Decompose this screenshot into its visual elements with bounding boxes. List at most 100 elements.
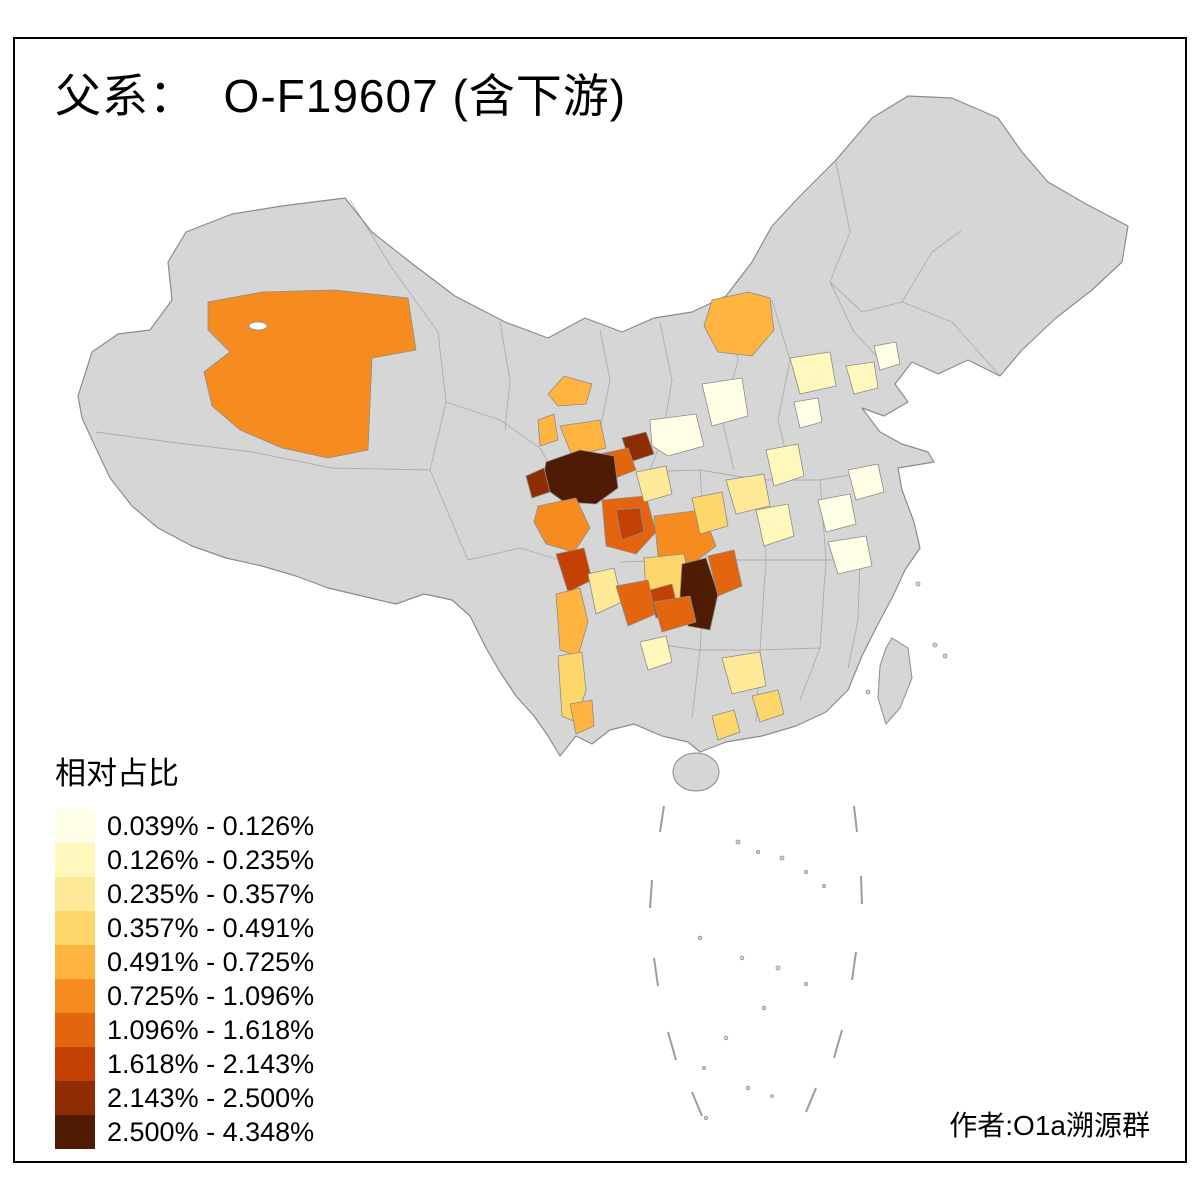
islet bbox=[745, 1085, 751, 1091]
legend-swatch bbox=[55, 911, 95, 945]
legend-swatch bbox=[55, 843, 95, 877]
legend-label: 1.618% - 2.143% bbox=[107, 1048, 315, 1079]
islet bbox=[775, 965, 781, 971]
nine-dash-line bbox=[649, 879, 653, 909]
legend-swatch bbox=[55, 809, 95, 843]
map-region bbox=[569, 699, 595, 735]
legend-item: 0.491% - 0.725% bbox=[55, 945, 314, 979]
legend-swatch bbox=[55, 945, 95, 979]
legend-label: 0.235% - 0.357% bbox=[107, 878, 315, 909]
small-island bbox=[915, 581, 921, 587]
islet bbox=[804, 982, 809, 987]
small-island bbox=[865, 689, 871, 695]
map-title: 父系： O-F19607 (含下游) bbox=[55, 70, 627, 122]
islet bbox=[779, 855, 785, 861]
islet bbox=[756, 850, 761, 855]
legend-item: 0.039% - 0.126% bbox=[55, 809, 314, 843]
map-region bbox=[537, 413, 559, 447]
china-mainland bbox=[77, 95, 1129, 757]
islands bbox=[672, 581, 948, 792]
map-region bbox=[789, 351, 837, 395]
legend-item: 1.096% - 1.618% bbox=[55, 1013, 314, 1047]
legend-item: 2.500% - 4.348% bbox=[55, 1115, 314, 1149]
plot-border bbox=[13, 37, 1187, 1163]
map-region bbox=[525, 467, 551, 499]
legend-swatch bbox=[55, 1081, 95, 1115]
map-region bbox=[703, 291, 775, 357]
nine-dash-line bbox=[659, 805, 665, 833]
nine-dash-line bbox=[853, 805, 858, 833]
islet bbox=[723, 1035, 729, 1041]
map-region bbox=[615, 507, 645, 541]
map-region bbox=[725, 473, 771, 515]
map-region bbox=[817, 493, 857, 533]
legend-label: 0.491% - 0.725% bbox=[107, 946, 315, 977]
legend-label: 0.725% - 1.096% bbox=[107, 980, 315, 1011]
map-region bbox=[635, 465, 673, 503]
legend-label: 0.357% - 0.491% bbox=[107, 912, 315, 943]
hainan-island bbox=[672, 752, 720, 792]
small-island bbox=[942, 653, 948, 659]
map-region bbox=[649, 413, 705, 457]
legend-swatch bbox=[55, 1013, 95, 1047]
legend: 相对占比 0.039% - 0.126% 0.126% - 0.235% 0.2… bbox=[55, 748, 314, 1149]
map-region bbox=[751, 689, 785, 723]
islet bbox=[702, 1066, 707, 1071]
legend-label: 2.500% - 4.348% bbox=[107, 1116, 315, 1147]
map-region bbox=[845, 361, 879, 395]
legend-item: 2.143% - 2.500% bbox=[55, 1081, 314, 1115]
map-region bbox=[711, 709, 741, 741]
islet bbox=[697, 935, 703, 941]
map-region bbox=[691, 491, 729, 535]
islet bbox=[761, 1005, 767, 1011]
nine-dash-line bbox=[805, 1087, 817, 1113]
legend-item: 0.357% - 0.491% bbox=[55, 911, 314, 945]
choropleth-regions bbox=[203, 289, 901, 741]
nine-dash-line bbox=[653, 957, 659, 987]
legend-item: 0.235% - 0.357% bbox=[55, 877, 314, 911]
legend-label: 0.126% - 0.235% bbox=[107, 844, 315, 875]
legend-item: 0.126% - 0.235% bbox=[55, 843, 314, 877]
nine-dash-line bbox=[691, 1091, 703, 1117]
map-region bbox=[721, 651, 767, 695]
small-island bbox=[932, 642, 938, 648]
author-credit: 作者:O1a溯源群 bbox=[949, 1110, 1150, 1141]
map-region bbox=[847, 463, 885, 501]
legend-items: 0.039% - 0.126% 0.126% - 0.235% 0.235% -… bbox=[55, 809, 314, 1149]
map-region bbox=[653, 595, 697, 633]
islet bbox=[822, 884, 827, 889]
islet bbox=[739, 955, 745, 961]
legend-swatch bbox=[55, 979, 95, 1013]
map-region bbox=[827, 535, 873, 575]
islet bbox=[704, 1116, 709, 1121]
islet bbox=[735, 839, 741, 845]
legend-item: 1.618% - 2.143% bbox=[55, 1047, 314, 1081]
map-region bbox=[559, 419, 607, 457]
nine-dash-line bbox=[667, 1031, 677, 1061]
nine-dash-line bbox=[851, 951, 857, 981]
map-region bbox=[547, 375, 593, 407]
islet bbox=[804, 870, 809, 875]
map-region bbox=[701, 377, 749, 427]
map-region bbox=[873, 341, 901, 371]
map-region bbox=[793, 397, 823, 429]
nine-dash-line bbox=[860, 875, 863, 905]
legend-swatch bbox=[55, 1047, 95, 1081]
legend-swatch bbox=[55, 877, 95, 911]
legend-label: 0.039% - 0.126% bbox=[107, 810, 315, 841]
taiwan-island bbox=[877, 637, 913, 726]
map-region bbox=[203, 289, 417, 459]
south-china-sea bbox=[649, 805, 863, 1121]
legend-label: 1.096% - 1.618% bbox=[107, 1014, 315, 1045]
legend-label: 2.143% - 2.500% bbox=[107, 1082, 315, 1113]
legend-item: 0.725% - 1.096% bbox=[55, 979, 314, 1013]
lake bbox=[248, 321, 268, 331]
legend-swatch bbox=[55, 1115, 95, 1149]
islet bbox=[770, 1094, 774, 1098]
map-region bbox=[639, 635, 673, 671]
legend-title: 相对占比 bbox=[55, 756, 179, 791]
nine-dash-line bbox=[833, 1029, 843, 1059]
map-region bbox=[765, 443, 805, 487]
map-region bbox=[555, 587, 589, 657]
